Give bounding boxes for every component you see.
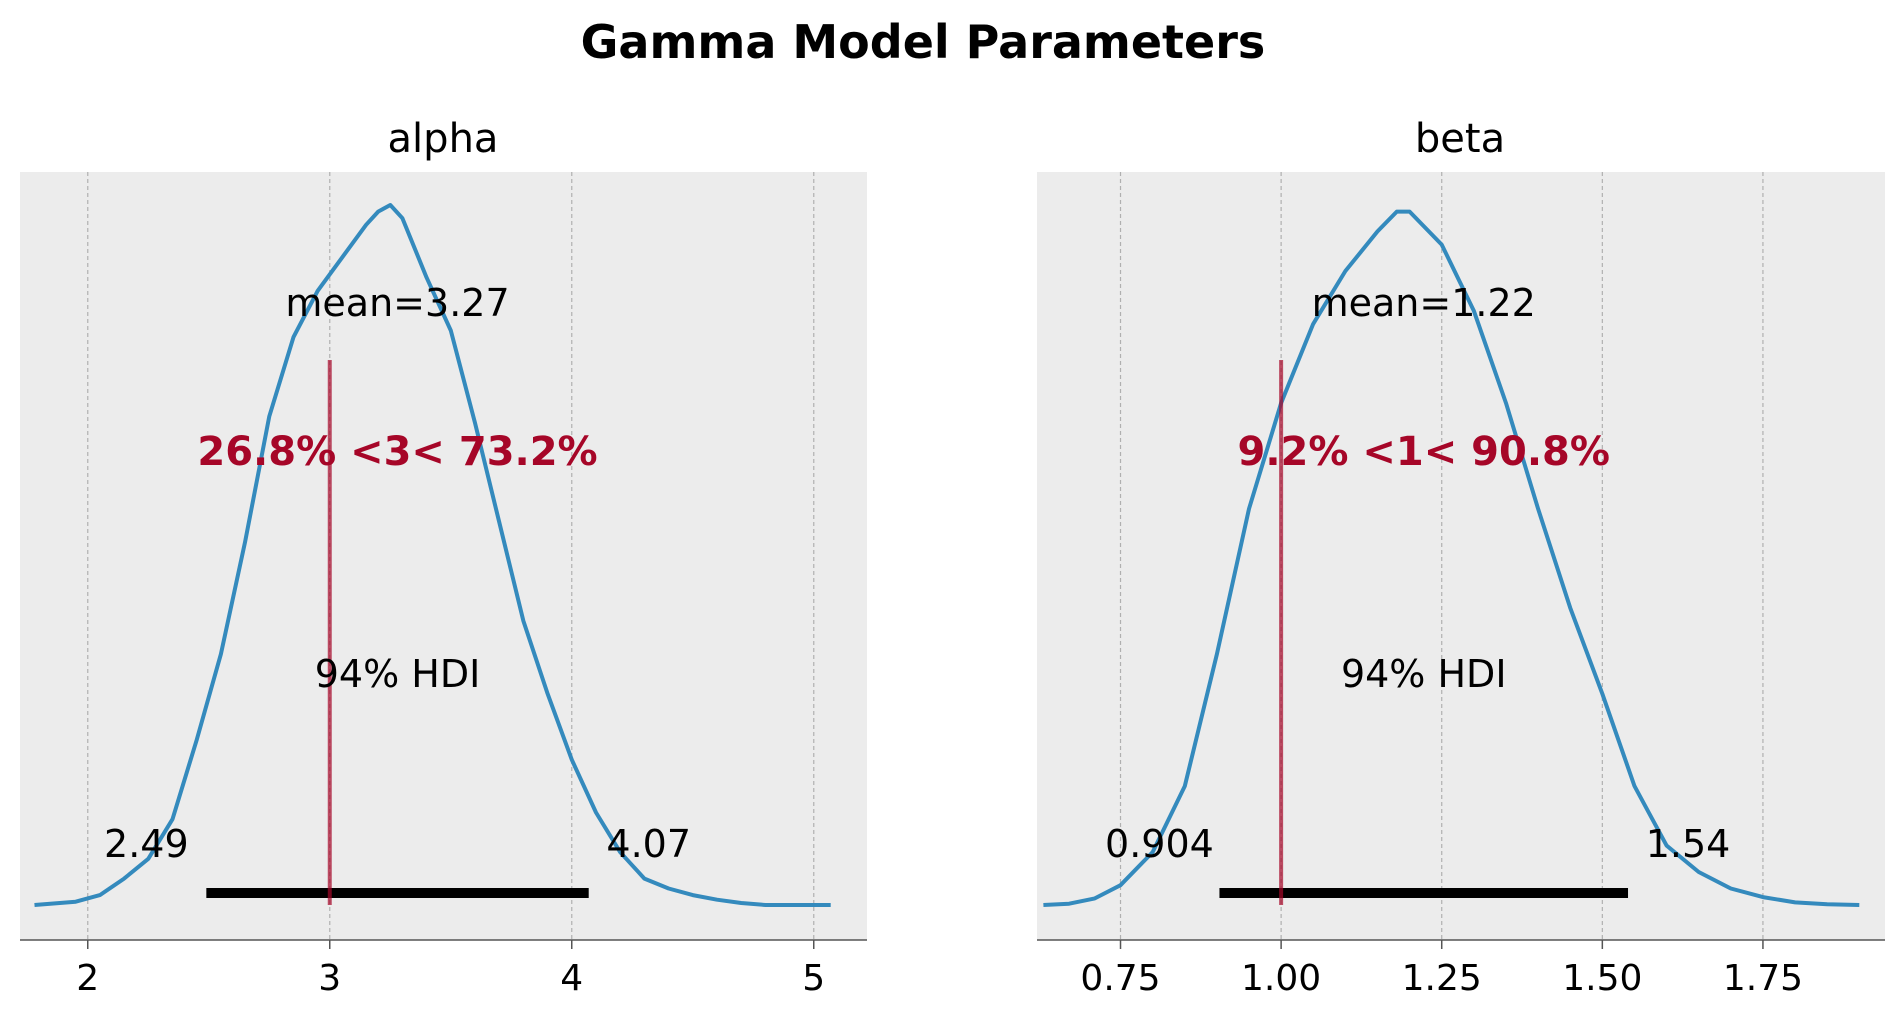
figure-title: Gamma Model Parameters: [581, 15, 1266, 69]
alpha-plot-area: [20, 172, 867, 940]
alpha-hdi-label: 94% HDI: [315, 652, 481, 696]
beta-hdi-label: 94% HDI: [1341, 652, 1507, 696]
alpha-density-curve: [34, 203, 831, 907]
beta-hdi-high-label: 1.54: [1646, 822, 1731, 866]
beta-tick-label: 1.25: [1402, 958, 1482, 999]
beta-panel-title: beta: [1415, 116, 1505, 162]
alpha-reference-label: 26.8% <3< 73.2%: [197, 429, 597, 475]
beta-tick-label: 1.75: [1723, 958, 1803, 999]
beta-panel: beta mean=1.22 9.2% <1< 90.8% 94% HDI 0.…: [1037, 116, 1885, 999]
beta-density-curve: [1043, 209, 1860, 907]
beta-reference-label: 9.2% <1< 90.8%: [1238, 429, 1610, 475]
alpha-hdi-high-label: 4.07: [606, 822, 691, 866]
alpha-mean-label: mean=3.27: [285, 281, 509, 325]
alpha-tick-label: 5: [802, 958, 825, 999]
beta-plot-area: [1037, 172, 1885, 940]
beta-hdi-low-label: 0.904: [1105, 822, 1214, 866]
alpha-panel-title: alpha: [388, 116, 499, 162]
alpha-panel: alpha mean=3.27 26.8% <3< 73.2% 94% HDI …: [20, 116, 867, 999]
beta-tick-label: 1.50: [1562, 958, 1642, 999]
alpha-hdi-low-label: 2.49: [104, 822, 189, 866]
alpha-tick-label: 4: [560, 958, 583, 999]
beta-mean-label: mean=1.22: [1312, 281, 1536, 325]
alpha-tick-label: 2: [76, 958, 99, 999]
alpha-tick-label: 3: [318, 958, 341, 999]
beta-tick-label: 1.00: [1241, 958, 1321, 999]
beta-tick-label: 0.75: [1080, 958, 1160, 999]
